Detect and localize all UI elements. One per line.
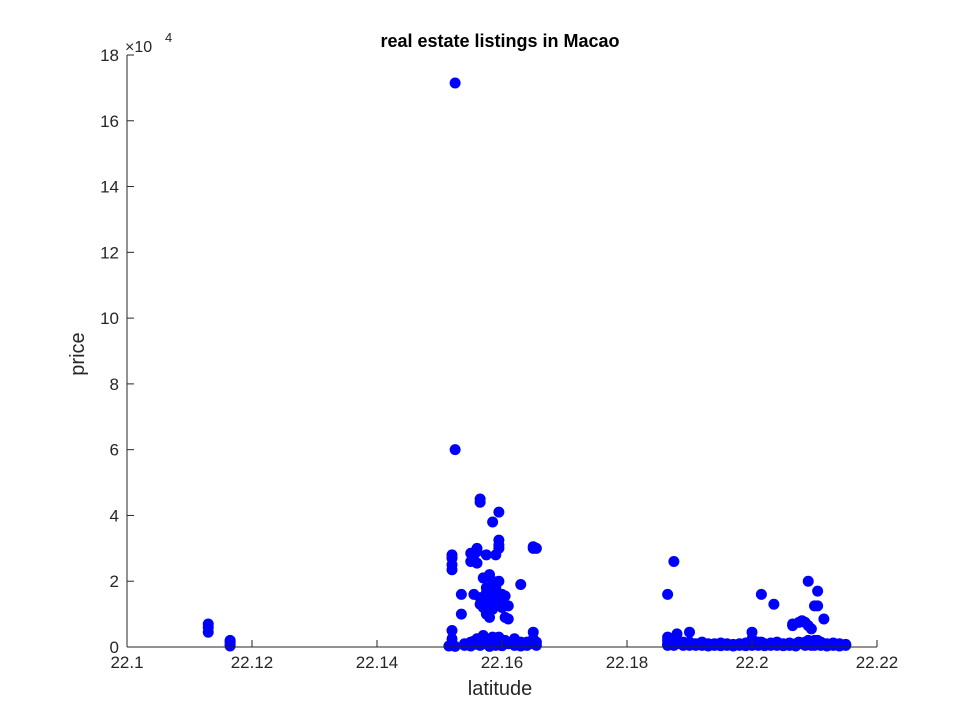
data-point: [449, 444, 461, 456]
data-point: [668, 555, 680, 567]
x-tick-label: 22.2: [735, 653, 768, 672]
data-point: [662, 588, 674, 600]
data-points: [202, 77, 852, 652]
data-point: [812, 585, 824, 597]
data-point: [493, 506, 505, 518]
data-point: [805, 623, 817, 635]
y-tick-label: 10: [100, 309, 119, 328]
y-exponent-base: ×10: [125, 39, 152, 56]
data-point: [755, 588, 767, 600]
data-point: [446, 625, 458, 637]
y-exponent-label: ×10 4: [125, 30, 172, 56]
y-tick-label: 12: [100, 243, 119, 262]
data-point: [493, 542, 505, 554]
data-point: [502, 613, 514, 625]
data-point: [840, 639, 852, 651]
data-point: [530, 639, 542, 651]
data-point: [812, 600, 824, 612]
data-point: [684, 626, 695, 638]
data-point: [471, 557, 483, 569]
chart-title: real estate listings in Macao: [380, 31, 619, 51]
data-point: [449, 640, 461, 652]
y-tick-label: 14: [100, 178, 119, 197]
data-point: [455, 608, 467, 620]
data-point: [455, 588, 467, 600]
data-point: [449, 77, 461, 89]
y-tick-label: 8: [110, 375, 119, 394]
x-tick-label: 22.18: [606, 653, 649, 672]
data-point: [480, 549, 492, 561]
data-point: [471, 546, 483, 558]
y-tick-label: 16: [100, 112, 119, 131]
data-point: [502, 600, 514, 612]
x-tick-label: 22.12: [231, 653, 274, 672]
x-ticks: 22.1 22.12 22.14 22.16 22.18 22.2 22.22: [110, 640, 898, 672]
y-axis-label: price: [67, 332, 89, 375]
x-tick-label: 22.14: [356, 653, 399, 672]
data-point: [802, 575, 814, 587]
axes: [126, 55, 877, 648]
x-tick-label: 22.22: [856, 653, 899, 672]
y-tick-label: 18: [100, 46, 119, 65]
data-point: [487, 516, 499, 528]
data-point: [530, 542, 542, 554]
y-tick-label: 4: [110, 506, 119, 525]
data-point: [446, 564, 458, 576]
y-tick-label: 2: [110, 572, 119, 591]
data-point: [818, 613, 830, 625]
data-point: [474, 496, 486, 508]
data-point: [493, 575, 505, 587]
x-axis-label: latitude: [468, 678, 533, 700]
data-point: [224, 640, 236, 652]
y-exponent-power: 4: [165, 30, 172, 45]
data-point: [202, 626, 214, 638]
x-tick-label: 22.1: [110, 653, 143, 672]
data-point: [515, 579, 527, 591]
y-tick-label: 6: [110, 441, 119, 460]
y-ticks: 0 2 4 6 8 10 12 14 16 18: [100, 46, 134, 657]
data-point: [499, 590, 511, 602]
x-tick-label: 22.16: [481, 653, 524, 672]
y-tick-label: 0: [110, 638, 119, 657]
data-point: [768, 598, 780, 610]
